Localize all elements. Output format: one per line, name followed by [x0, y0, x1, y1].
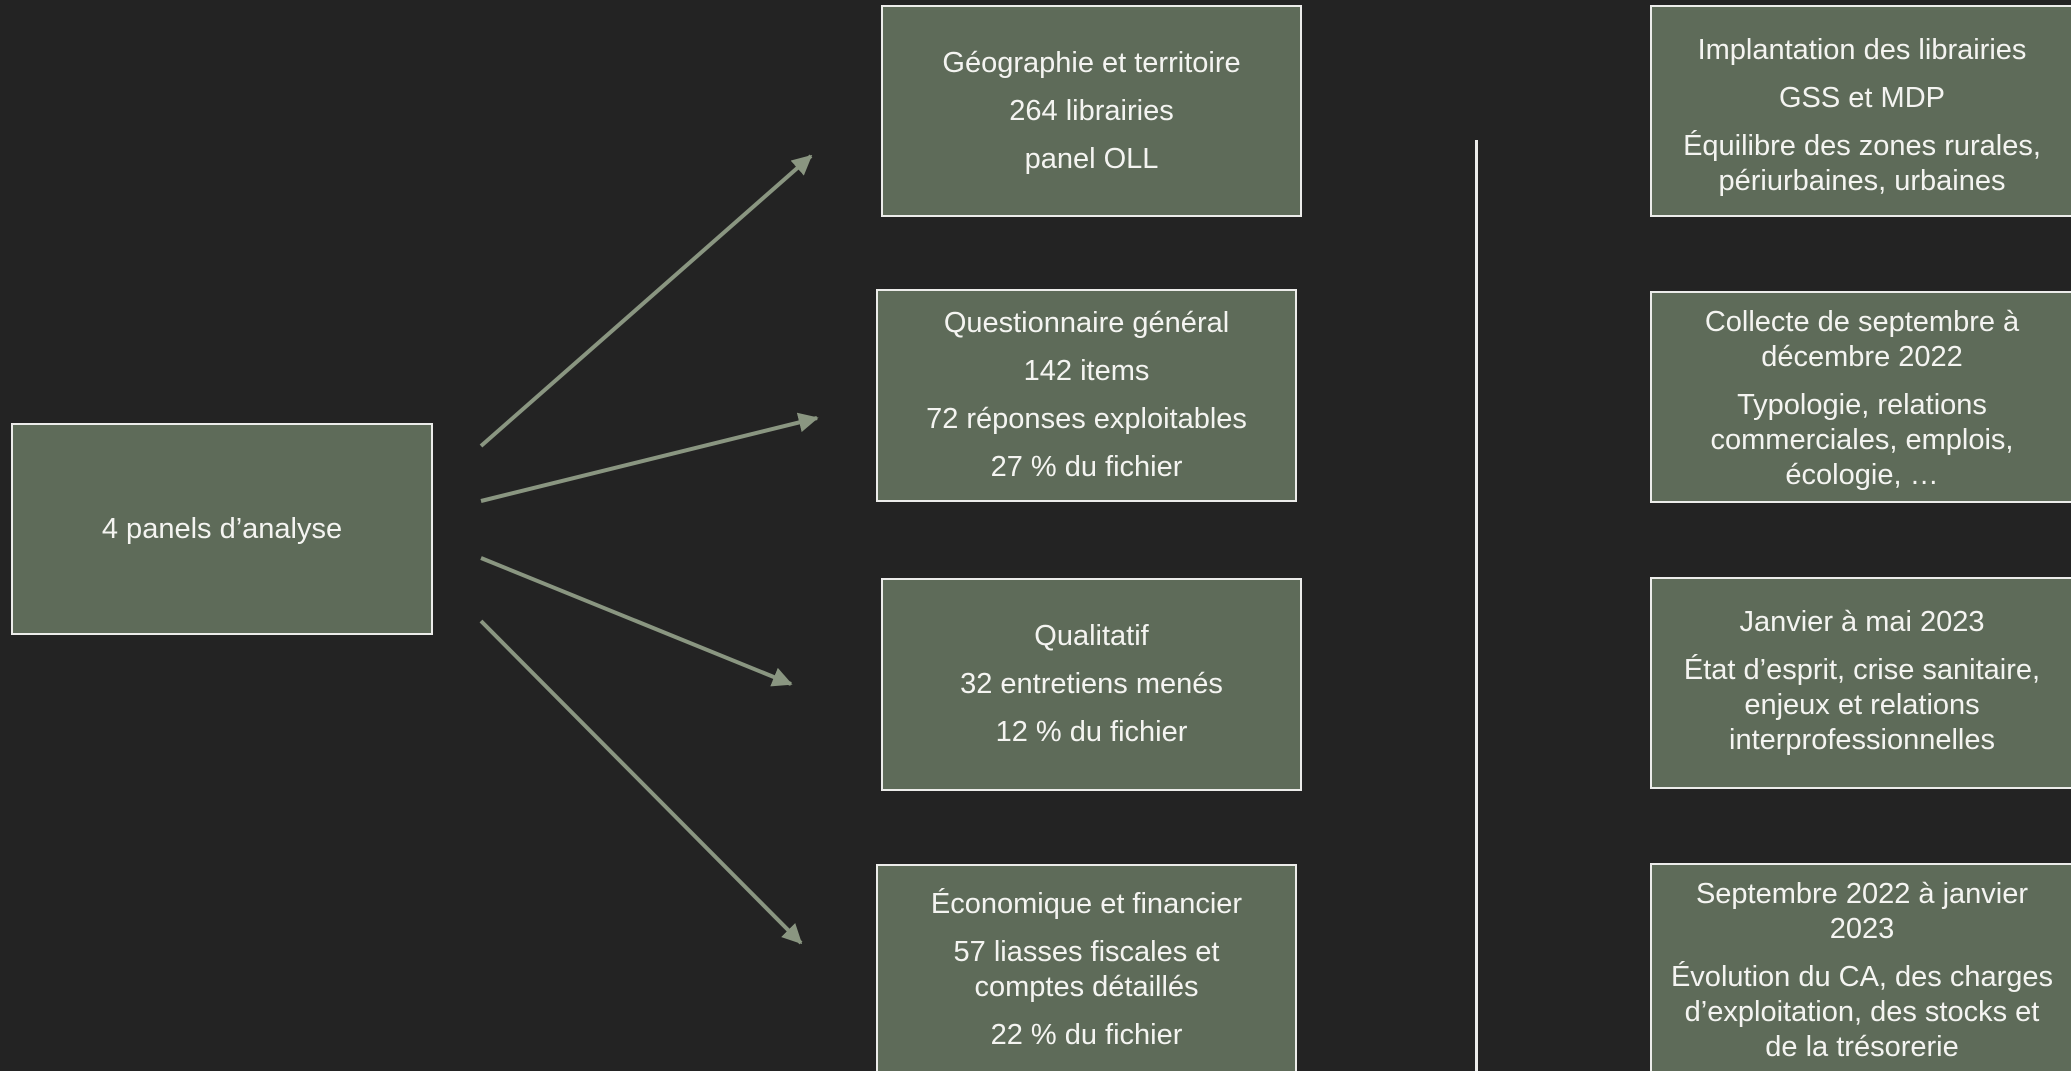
panel-line: 142 items [1023, 355, 1150, 387]
arrow-to-panel-questionnaire [480, 412, 819, 503]
detail-line: État d’esprit, crise sanitaire, enjeux e… [1683, 654, 2041, 756]
detail-title: Collecte de septembre à décembre 2022 [1704, 306, 2020, 373]
detail-box-janvier: Janvier à mai 2023 État d’esprit, crise … [1650, 577, 2071, 789]
detail-line: GSS et MDP [1779, 82, 1945, 114]
panel-title: Questionnaire général [943, 307, 1230, 339]
panel-line: 72 réponses exploitables [926, 403, 1247, 435]
panel-line: 27 % du fichier [990, 451, 1183, 483]
detail-title: Septembre 2022 à janvier 2023 [1695, 878, 2029, 945]
detail-box-implantation: Implantation des librairies GSS et MDP É… [1650, 5, 2071, 217]
panel-box-qualitatif: Qualitatif 32 entretiens menés 12 % du f… [881, 578, 1302, 791]
panel-title: Géographie et territoire [942, 46, 1241, 79]
panel-line: 32 entretiens menés [960, 668, 1223, 700]
panel-title: Qualitatif [1034, 620, 1149, 652]
detail-box-collecte: Collecte de septembre à décembre 2022 Ty… [1650, 291, 2071, 503]
detail-line: Typologie, relations commerciales, emplo… [1710, 389, 2014, 491]
panel-line: 264 librairies [1009, 94, 1174, 127]
panel-line: 57 liasses fiscales et comptes détaillés [953, 936, 1220, 1003]
arrow-to-panel-economique [479, 619, 803, 945]
panel-line: panel OLL [1024, 142, 1159, 175]
vertical-divider [1475, 140, 1478, 1071]
detail-title: Janvier à mai 2023 [1739, 606, 1985, 638]
source-box: 4 panels d’analyse [11, 423, 433, 635]
panel-line: 12 % du fichier [995, 716, 1188, 748]
panel-line: 22 % du fichier [990, 1019, 1183, 1051]
detail-line: Évolution du CA, des charges d’exploitat… [1670, 961, 2054, 1063]
detail-title: Implantation des librairies [1697, 34, 2027, 66]
panel-box-geographie: Géographie et territoire 264 librairies … [881, 5, 1302, 217]
arrow-to-panel-qualitatif [480, 556, 793, 687]
arrow-to-panel-geographie [479, 154, 813, 448]
detail-line: Équilibre des zones rurales, périurbaine… [1683, 130, 2041, 197]
source-label: 4 panels d’analyse [101, 512, 343, 545]
panel-box-economique: Économique et financier 57 liasses fisca… [876, 864, 1297, 1071]
panel-box-questionnaire: Questionnaire général 142 items 72 répon… [876, 289, 1297, 502]
panel-title: Économique et financier [930, 888, 1243, 920]
detail-box-septembre: Septembre 2022 à janvier 2023 Évolution … [1650, 863, 2071, 1071]
